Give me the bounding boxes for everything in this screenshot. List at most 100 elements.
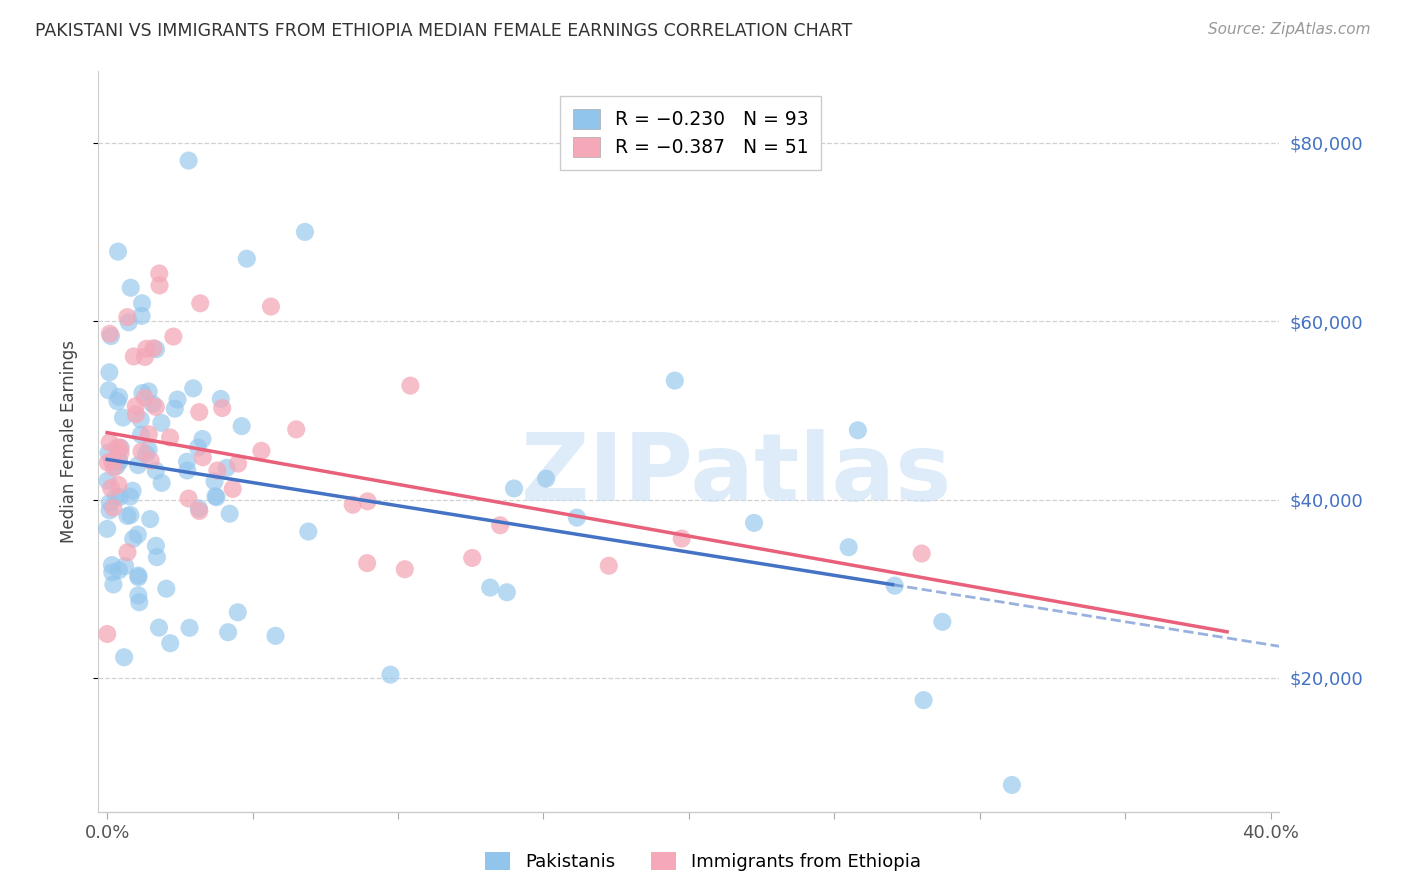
Point: [188, 405, 211, 419]
Point: [110, 441, 132, 455]
Point: [846, 423, 869, 437]
Point: [120, 508, 142, 522]
Point: [146, 550, 169, 565]
Point: [105, 441, 128, 455]
Point: [399, 378, 422, 392]
Point: [356, 494, 378, 508]
Point: [117, 545, 139, 559]
Text: PAKISTANI VS IMMIGRANTS FROM ETHIOPIA MEDIAN FEMALE EARNINGS CORRELATION CHART: PAKISTANI VS IMMIGRANTS FROM ETHIOPIA ME…: [35, 22, 852, 40]
Point: [107, 394, 129, 409]
Point: [177, 491, 200, 506]
Point: [101, 454, 124, 468]
Point: [120, 281, 142, 295]
Point: [108, 453, 131, 467]
Point: [911, 547, 934, 561]
Point: [162, 329, 184, 343]
Point: [187, 441, 209, 455]
Point: [127, 568, 149, 582]
Point: [98, 496, 121, 510]
Point: [159, 430, 181, 444]
Point: [145, 343, 167, 357]
Point: [108, 563, 131, 577]
Legend: R = −0.230   N = 93, R = −0.387   N = 51: R = −0.230 N = 93, R = −0.387 N = 51: [560, 95, 821, 170]
Point: [598, 558, 620, 573]
Point: [108, 390, 131, 404]
Point: [671, 532, 693, 546]
Point: [135, 447, 157, 461]
Point: [103, 500, 125, 515]
Point: [565, 510, 588, 524]
Point: [380, 667, 402, 681]
Point: [139, 512, 162, 526]
Point: [503, 482, 526, 496]
Point: [163, 401, 186, 416]
Point: [127, 570, 149, 584]
Point: [100, 329, 122, 343]
Point: [107, 478, 129, 492]
Point: [145, 539, 167, 553]
Point: [285, 422, 308, 436]
Point: [181, 381, 204, 395]
Point: [135, 342, 157, 356]
Point: [134, 350, 156, 364]
Point: [479, 581, 502, 595]
Point: [131, 444, 153, 458]
Point: [187, 501, 209, 516]
Point: [131, 386, 153, 401]
Point: [114, 559, 136, 574]
Point: [218, 507, 240, 521]
Point: [117, 310, 139, 325]
Point: [145, 464, 167, 478]
Point: [883, 579, 905, 593]
Text: Source: ZipAtlas.com: Source: ZipAtlas.com: [1208, 22, 1371, 37]
Point: [96, 627, 118, 641]
Point: [148, 278, 170, 293]
Legend: Pakistanis, Immigrants from Ethiopia: Pakistanis, Immigrants from Ethiopia: [478, 845, 928, 879]
Point: [118, 315, 141, 329]
Point: [100, 481, 122, 495]
Point: [110, 446, 132, 460]
Point: [120, 490, 142, 504]
Point: [98, 435, 121, 450]
Point: [211, 401, 233, 415]
Point: [356, 556, 378, 570]
Point: [179, 621, 201, 635]
Point: [122, 532, 145, 546]
Point: [166, 392, 188, 407]
Point: [97, 446, 120, 460]
Point: [191, 432, 214, 446]
Point: [260, 300, 283, 314]
Point: [159, 636, 181, 650]
Point: [125, 407, 148, 421]
Point: [188, 296, 211, 310]
Point: [209, 392, 232, 406]
Point: [264, 629, 287, 643]
Point: [176, 463, 198, 477]
Point: [236, 252, 259, 266]
Point: [98, 365, 121, 379]
Point: [461, 550, 484, 565]
Point: [97, 456, 120, 470]
Point: [394, 562, 416, 576]
Point: [111, 410, 134, 425]
Point: [294, 225, 316, 239]
Point: [742, 516, 765, 530]
Point: [96, 522, 118, 536]
Point: [191, 450, 214, 465]
Point: [838, 540, 860, 554]
Point: [127, 588, 149, 602]
Point: [139, 453, 162, 467]
Point: [176, 455, 198, 469]
Point: [222, 482, 245, 496]
Point: [138, 442, 160, 457]
Point: [226, 457, 249, 471]
Point: [204, 475, 226, 489]
Point: [217, 625, 239, 640]
Point: [142, 397, 165, 411]
Point: [177, 153, 200, 168]
Point: [107, 244, 129, 259]
Point: [129, 427, 152, 442]
Point: [129, 412, 152, 426]
Point: [103, 577, 125, 591]
Point: [134, 391, 156, 405]
